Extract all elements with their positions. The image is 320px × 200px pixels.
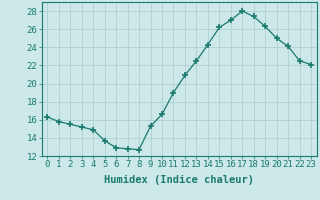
X-axis label: Humidex (Indice chaleur): Humidex (Indice chaleur) [104,175,254,185]
